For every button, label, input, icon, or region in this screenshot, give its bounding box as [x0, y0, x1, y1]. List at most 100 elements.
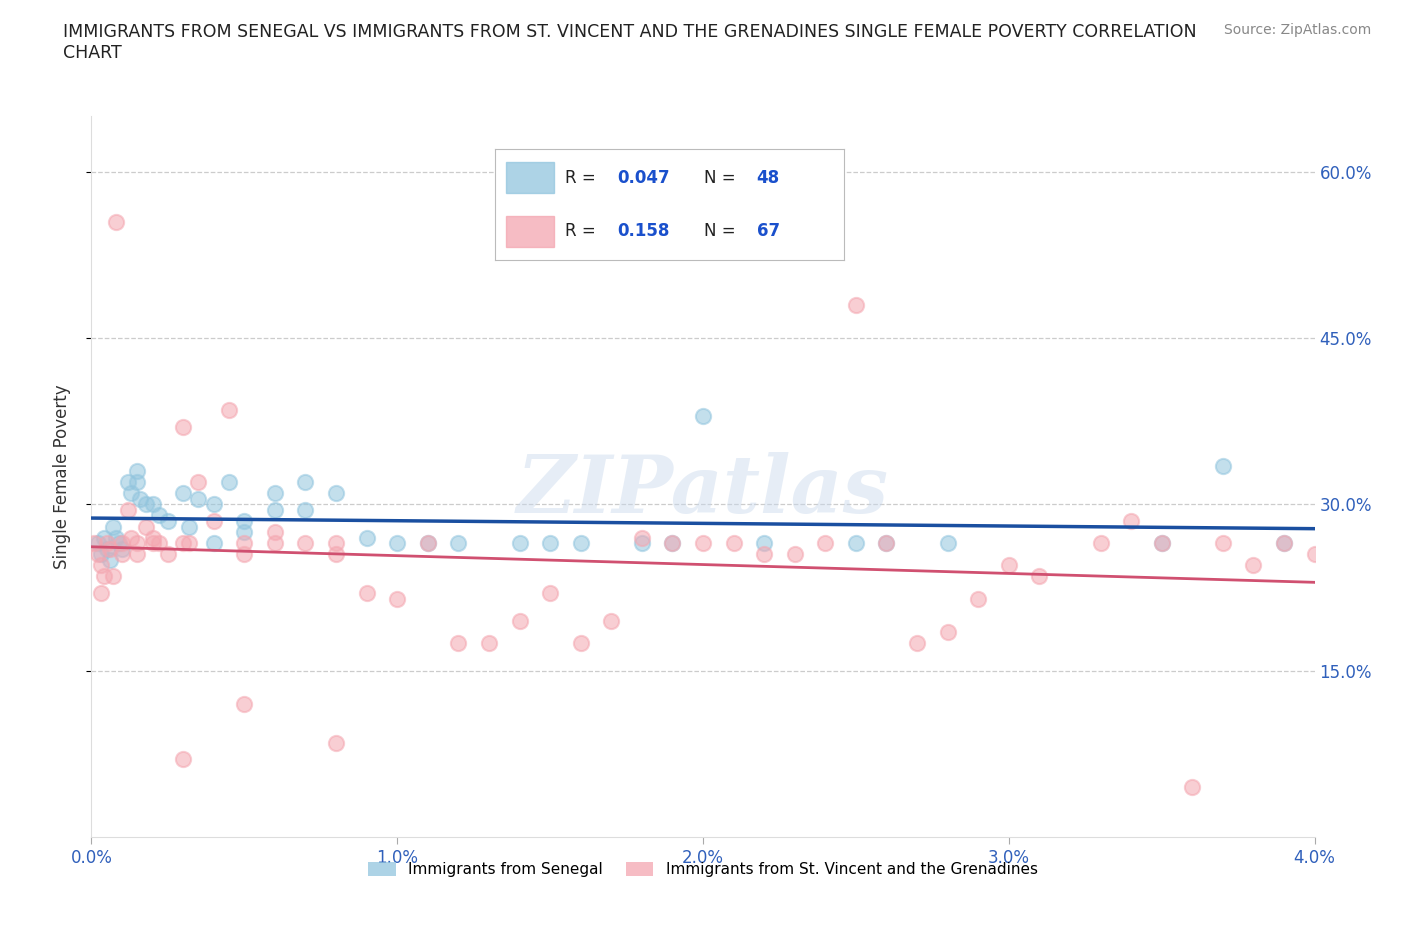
Point	[661, 536, 683, 551]
Point	[98, 552, 121, 567]
Point	[325, 485, 347, 500]
Point	[172, 419, 194, 434]
Point	[264, 502, 287, 517]
Point	[156, 513, 179, 528]
Point	[218, 474, 240, 489]
Point	[814, 536, 837, 551]
Point	[90, 558, 112, 573]
Point	[569, 635, 592, 650]
Point	[233, 525, 256, 539]
Point	[936, 624, 959, 639]
Point	[127, 464, 149, 479]
Text: Source: ZipAtlas.com: Source: ZipAtlas.com	[1223, 23, 1371, 37]
Point	[967, 591, 990, 606]
Point	[1150, 536, 1173, 551]
Point	[294, 474, 316, 489]
Point	[233, 536, 256, 551]
Point	[478, 635, 501, 650]
Point	[661, 536, 683, 551]
Point	[86, 536, 108, 551]
Point	[141, 530, 163, 545]
Point	[264, 536, 287, 551]
Point	[108, 536, 131, 551]
Point	[845, 298, 868, 312]
Point	[692, 408, 714, 423]
Point	[325, 547, 347, 562]
Point	[111, 541, 134, 556]
Point	[127, 547, 149, 562]
Point	[135, 519, 157, 534]
Point	[187, 474, 209, 489]
Point	[141, 497, 163, 512]
Point	[356, 586, 378, 601]
Point	[202, 497, 225, 512]
Text: ZIPatlas: ZIPatlas	[517, 452, 889, 530]
Point	[845, 536, 868, 551]
Point	[96, 536, 118, 551]
Point	[538, 536, 561, 551]
Point	[936, 536, 959, 551]
Point	[202, 513, 225, 528]
Point	[127, 474, 149, 489]
Point	[1303, 547, 1326, 562]
Y-axis label: Single Female Poverty: Single Female Poverty	[52, 384, 70, 569]
Point	[98, 541, 121, 556]
Point	[148, 508, 170, 523]
Point	[129, 491, 152, 506]
Text: IMMIGRANTS FROM SENEGAL VS IMMIGRANTS FROM ST. VINCENT AND THE GRENADINES SINGLE: IMMIGRANTS FROM SENEGAL VS IMMIGRANTS FR…	[63, 23, 1197, 62]
Point	[1090, 536, 1112, 551]
Point	[172, 485, 194, 500]
Point	[101, 519, 124, 534]
Point	[120, 530, 142, 545]
Legend: Immigrants from Senegal, Immigrants from St. Vincent and the Grenadines: Immigrants from Senegal, Immigrants from…	[363, 857, 1043, 884]
Point	[90, 586, 112, 601]
Point	[172, 752, 194, 767]
Point	[83, 536, 105, 551]
Point	[754, 536, 776, 551]
Point	[117, 474, 139, 489]
Point	[86, 547, 108, 562]
Point	[905, 635, 928, 650]
Point	[447, 635, 470, 650]
Point	[111, 547, 134, 562]
Point	[630, 536, 652, 551]
Point	[96, 541, 118, 556]
Point	[104, 530, 127, 545]
Point	[723, 536, 745, 551]
Point	[120, 485, 142, 500]
Point	[630, 530, 652, 545]
Point	[264, 525, 287, 539]
Point	[218, 403, 240, 418]
Point	[187, 491, 209, 506]
Point	[385, 591, 409, 606]
Point	[127, 536, 149, 551]
Point	[385, 536, 409, 551]
Point	[111, 536, 134, 551]
Point	[93, 530, 115, 545]
Point	[447, 536, 470, 551]
Point	[1212, 458, 1234, 473]
Point	[141, 536, 163, 551]
Point	[294, 502, 316, 517]
Point	[1121, 513, 1143, 528]
Point	[104, 214, 127, 229]
Point	[172, 536, 194, 551]
Point	[156, 547, 179, 562]
Point	[1243, 558, 1265, 573]
Point	[135, 497, 157, 512]
Point	[1181, 779, 1204, 794]
Point	[416, 536, 439, 551]
Point	[509, 614, 531, 629]
Point	[294, 536, 316, 551]
Point	[1272, 536, 1295, 551]
Point	[179, 536, 201, 551]
Point	[783, 547, 806, 562]
Point	[754, 547, 776, 562]
Point	[93, 569, 115, 584]
Point	[538, 586, 561, 601]
Point	[90, 547, 112, 562]
Point	[569, 536, 592, 551]
Point	[148, 536, 170, 551]
Point	[875, 536, 897, 551]
Point	[998, 558, 1021, 573]
